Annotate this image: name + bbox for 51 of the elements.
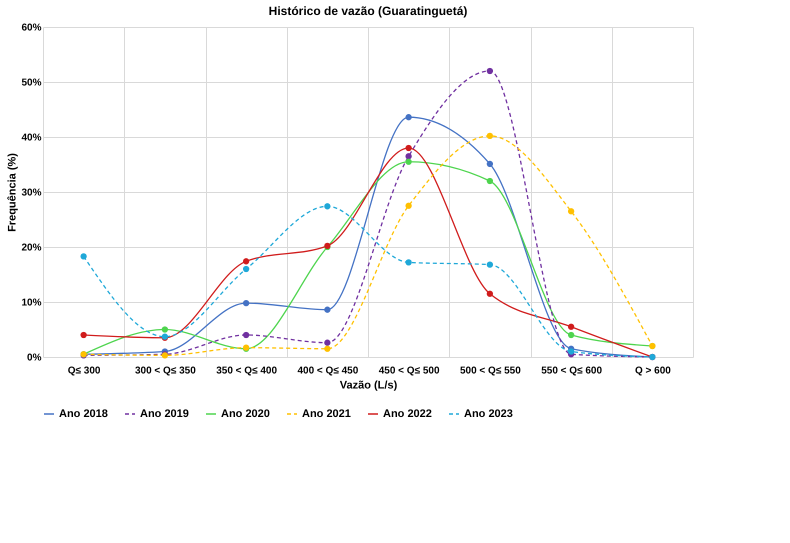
point [405,144,412,152]
x-tick-label: 400 < Q≤ 450 [297,366,359,376]
point [405,202,412,209]
point [405,158,412,165]
legend-label: Ano 2021 [302,408,351,420]
y-tick-label: 50% [21,78,42,88]
point [324,340,331,346]
legend-label: Ano 2023 [464,408,513,420]
point [486,68,494,74]
point [486,160,494,168]
point [405,259,412,266]
x-tick-label: 450 < Q≤ 500 [378,366,440,376]
y-axis-title: Frequência (%) [6,152,18,232]
x-tick-label: 500 < Q≤ 550 [460,366,522,376]
point [324,203,331,210]
point [486,290,494,297]
legend-label: Ano 2018 [59,408,108,420]
y-tick-label: 60% [21,22,42,34]
x-axis-title: Vazão (L/s) [340,380,398,392]
point [486,132,494,140]
point [568,348,574,355]
y-tick-label: 0% [27,352,42,364]
y-tick-label: 20% [21,242,42,254]
x-tick-label: Q > 600 [634,366,672,376]
point [405,114,412,120]
x-tick-label: 350 < Q≤ 400 [216,366,278,376]
y-tick-label: 10% [21,298,42,308]
chart-title: Histórico de vazão (Guaratinguetá) [268,4,468,18]
point [242,266,250,272]
legend-label: Ano 2019 [140,408,189,420]
point [324,346,331,352]
point [568,332,574,338]
point [80,253,87,260]
point [486,261,494,268]
point [162,326,168,333]
point [80,332,87,338]
x-tick-label: Q≤ 300 [68,366,101,376]
x-tick-label: 300 < Q≤ 350 [134,366,196,376]
point [568,324,574,330]
point [324,306,331,313]
legend-label: Ano 2022 [383,408,432,420]
legend-label: Ano 2020 [221,408,270,420]
point [486,178,494,184]
x-tick-label: 550 < Q≤ 600 [541,366,602,376]
point [568,208,574,214]
y-tick-label: 40% [21,132,42,144]
point [242,258,250,264]
point [405,153,412,160]
y-tick-label: 30% [21,188,42,198]
point [242,332,250,338]
point [242,300,250,306]
